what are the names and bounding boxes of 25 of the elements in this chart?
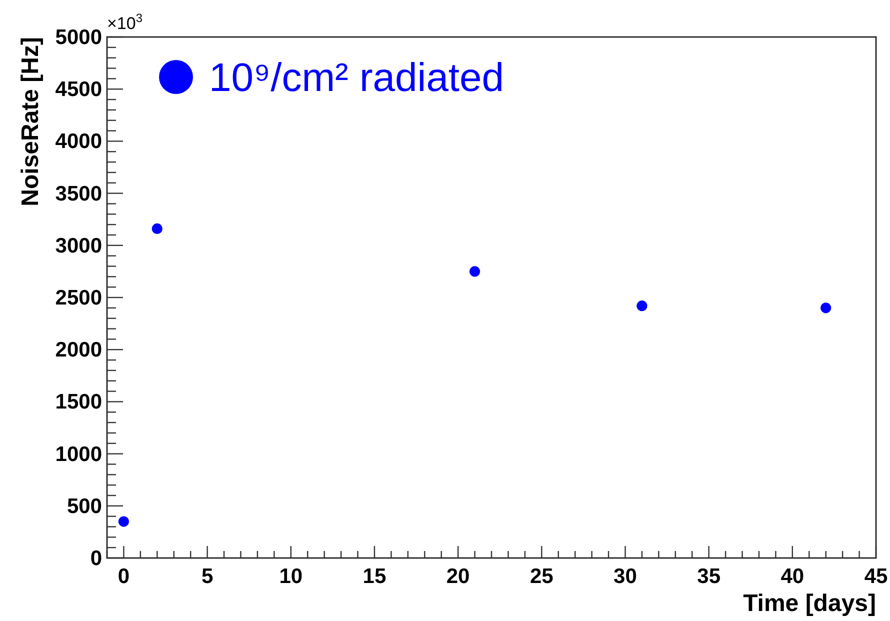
legend-label: 10⁹/cm² radiated bbox=[209, 56, 504, 100]
y-tick-label: 500 bbox=[66, 494, 102, 518]
x-tick-label: 10 bbox=[279, 565, 303, 588]
x-tick-label: 0 bbox=[118, 565, 130, 588]
x-tick-label: 30 bbox=[614, 565, 637, 588]
y-tick-label: 4500 bbox=[55, 78, 102, 102]
x-tick-label: 35 bbox=[697, 565, 721, 588]
x-tick-label: 20 bbox=[446, 565, 470, 588]
x-tick-label: 40 bbox=[780, 565, 804, 588]
x-axis-title: Time [days] bbox=[743, 590, 876, 617]
y-tick-label: 0 bbox=[90, 547, 102, 570]
text: ×10$^{3}$ bbox=[107, 11, 143, 33]
y-tick-label: 4000 bbox=[55, 130, 102, 154]
x-tick-label: 25 bbox=[530, 565, 554, 588]
y-tick-label: 5000 bbox=[55, 26, 102, 49]
y-tick-label: 1000 bbox=[55, 442, 102, 466]
y-tick-label: 2000 bbox=[55, 338, 102, 362]
y-tick-label: 3500 bbox=[55, 182, 102, 206]
x-tick-label: 15 bbox=[362, 565, 386, 588]
x-tick-label: 45 bbox=[864, 565, 888, 588]
y-tick-label: 1500 bbox=[55, 390, 102, 414]
y-tick-label: 2500 bbox=[55, 286, 102, 310]
y-tick-label: 3000 bbox=[55, 234, 102, 258]
x-tick-label: 5 bbox=[201, 565, 214, 588]
y-axis-title: NoiseRate [Hz] bbox=[17, 37, 44, 206]
